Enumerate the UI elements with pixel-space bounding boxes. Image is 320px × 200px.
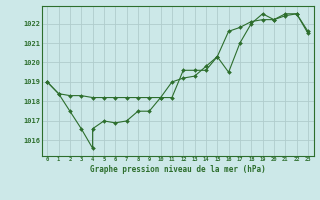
X-axis label: Graphe pression niveau de la mer (hPa): Graphe pression niveau de la mer (hPa) [90, 165, 266, 174]
